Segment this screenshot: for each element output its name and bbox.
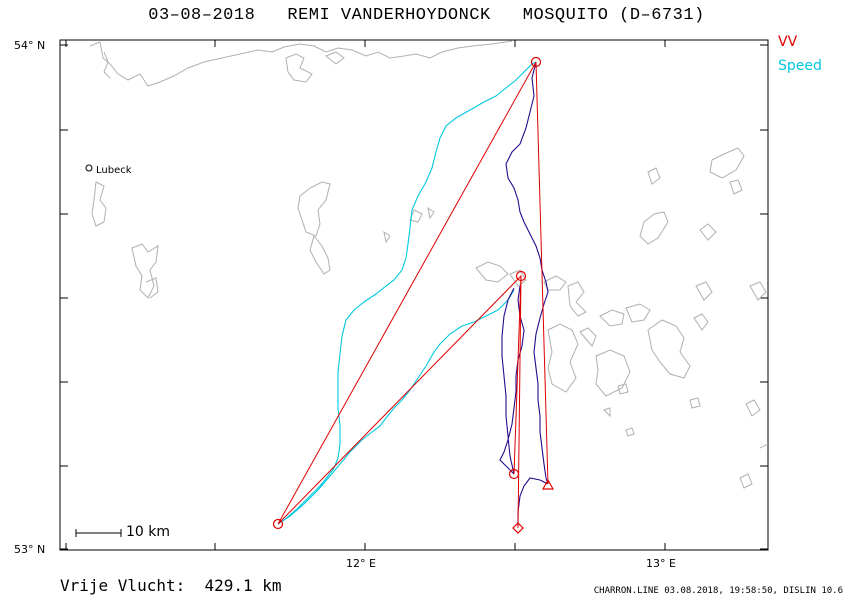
lat-label-53: 53° N [14, 543, 46, 556]
start-marker-diamond [512, 522, 524, 534]
lat-ticks [60, 44, 768, 550]
turnpoint-marker-southwest [272, 518, 284, 530]
lon-label-13: 13° E [646, 557, 676, 570]
legend-speed: Speed [778, 58, 822, 74]
city-label-lubeck: Lubeck [96, 165, 132, 176]
city-marker-lubeck [85, 164, 93, 172]
flight-track-vv [499, 61, 549, 526]
turnpoint-marker-south [508, 468, 520, 480]
route-lines [277, 61, 549, 529]
scale-bar-label: 10 km [126, 524, 171, 540]
map-title: 03–08–2018 REMI VANDERHOYDONCK MOSQUITO … [148, 6, 705, 25]
lon-ticks [65, 40, 666, 550]
map-frame [59, 39, 769, 551]
landing-marker-triangle [541, 478, 555, 490]
legend-vv: VV [778, 34, 798, 50]
flight-track-speed [277, 61, 537, 525]
lat-label-54: 54° N [14, 39, 46, 52]
footer-info: CHARRON.LINE 03.08.2018, 19:58:50, DISLI… [593, 586, 843, 596]
scale-bar [75, 529, 122, 537]
coastline-and-lakes [89, 40, 769, 489]
turnpoint-marker-north [530, 56, 542, 68]
distance-readout: Vrije Vlucht: 429.1 km [60, 576, 282, 595]
turnpoint-marker-middle [515, 270, 527, 282]
lon-label-12: 12° E [346, 557, 376, 570]
